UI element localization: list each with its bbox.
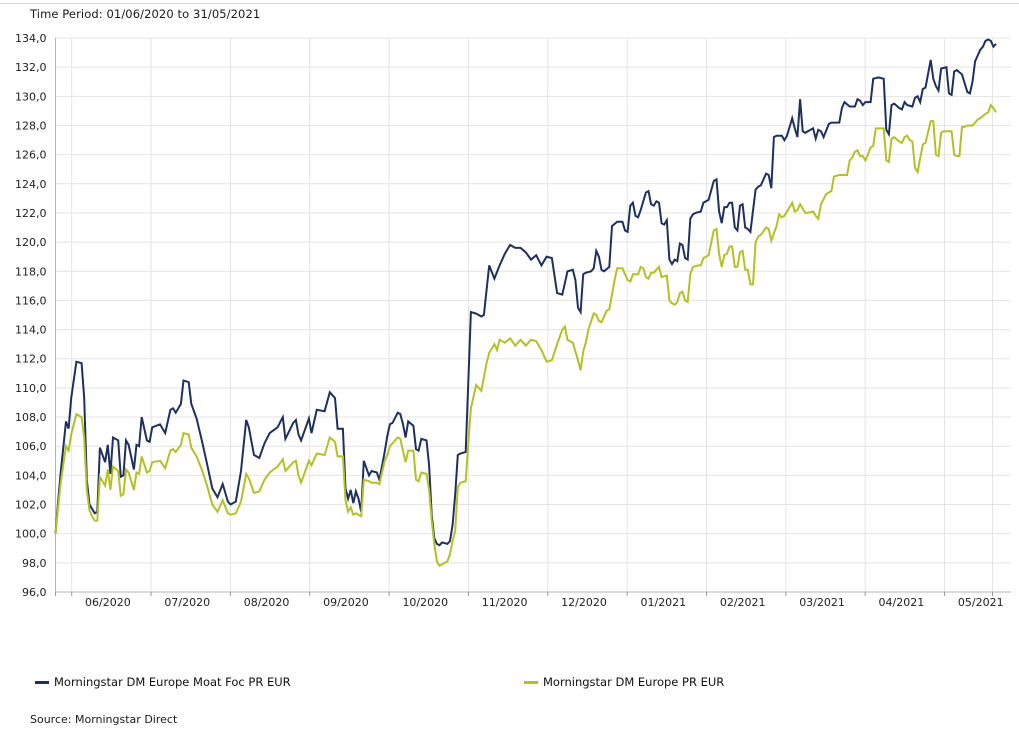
svg-text:112,0: 112,0 bbox=[15, 353, 47, 366]
series-line-europe bbox=[54, 103, 997, 568]
svg-text:126,0: 126,0 bbox=[15, 149, 47, 162]
svg-text:134,0: 134,0 bbox=[15, 32, 47, 45]
svg-text:108,0: 108,0 bbox=[15, 411, 47, 424]
svg-text:96,0: 96,0 bbox=[22, 586, 47, 599]
svg-text:120,0: 120,0 bbox=[15, 236, 47, 249]
svg-text:09/2020: 09/2020 bbox=[323, 596, 369, 609]
time-period-label: Time Period: 01/06/2020 to 31/05/2021 bbox=[30, 7, 261, 21]
svg-text:02/2021: 02/2021 bbox=[720, 596, 766, 609]
svg-text:106,0: 106,0 bbox=[15, 440, 47, 453]
svg-text:98,0: 98,0 bbox=[22, 557, 47, 570]
svg-text:11/2020: 11/2020 bbox=[482, 596, 528, 609]
svg-text:01/2021: 01/2021 bbox=[640, 596, 686, 609]
svg-text:10/2020: 10/2020 bbox=[402, 596, 448, 609]
svg-text:132,0: 132,0 bbox=[15, 61, 47, 74]
svg-text:100,0: 100,0 bbox=[15, 528, 47, 541]
y-axis-labels: 96,0 98,0 100,0 102,0 104,0 106,0 108,0 110,0 11… bbox=[15, 32, 47, 599]
legend-swatch-moat-foc bbox=[35, 680, 49, 684]
svg-text:118,0: 118,0 bbox=[15, 265, 47, 278]
legend-item-moat-foc: Morningstar DM Europe Moat Foc PR EUR bbox=[35, 674, 291, 690]
legend-label-moat-foc: Morningstar DM Europe Moat Foc PR EUR bbox=[54, 675, 291, 689]
svg-text:110,0: 110,0 bbox=[15, 382, 47, 395]
svg-text:130,0: 130,0 bbox=[15, 90, 47, 103]
svg-text:08/2020: 08/2020 bbox=[244, 596, 290, 609]
svg-text:04/2021: 04/2021 bbox=[879, 596, 925, 609]
chart-legend: Morningstar DM Europe Moat Foc PR EUR Mo… bbox=[0, 674, 1019, 690]
svg-text:128,0: 128,0 bbox=[15, 119, 47, 132]
x-axis-labels: 06/2020 07/2020 08/2020 09/2020 10/2020 11/20… bbox=[85, 596, 1004, 609]
svg-text:07/2020: 07/2020 bbox=[164, 596, 210, 609]
svg-text:102,0: 102,0 bbox=[15, 499, 47, 512]
svg-text:12/2020: 12/2020 bbox=[561, 596, 607, 609]
performance-line-chart: 96,0 98,0 100,0 102,0 104,0 106,0 108,0 110,0 11… bbox=[15, 32, 1011, 609]
legend-swatch-europe bbox=[524, 680, 538, 684]
svg-text:05/2021: 05/2021 bbox=[958, 596, 1004, 609]
legend-label-europe: Morningstar DM Europe PR EUR bbox=[543, 675, 725, 689]
source-label: Source: Morningstar Direct bbox=[30, 713, 178, 726]
grid-layer bbox=[55, 37, 1011, 593]
svg-text:03/2021: 03/2021 bbox=[799, 596, 845, 609]
svg-text:114,0: 114,0 bbox=[15, 324, 47, 337]
svg-text:116,0: 116,0 bbox=[15, 294, 47, 307]
svg-text:124,0: 124,0 bbox=[15, 178, 47, 191]
svg-text:06/2020: 06/2020 bbox=[85, 596, 131, 609]
svg-text:122,0: 122,0 bbox=[15, 207, 47, 220]
svg-text:104,0: 104,0 bbox=[15, 469, 47, 482]
axes-layer bbox=[55, 38, 1011, 596]
series-line-moat-foc bbox=[54, 38, 997, 547]
legend-item-europe: Morningstar DM Europe PR EUR bbox=[524, 674, 724, 690]
top-border bbox=[0, 3, 1019, 4]
